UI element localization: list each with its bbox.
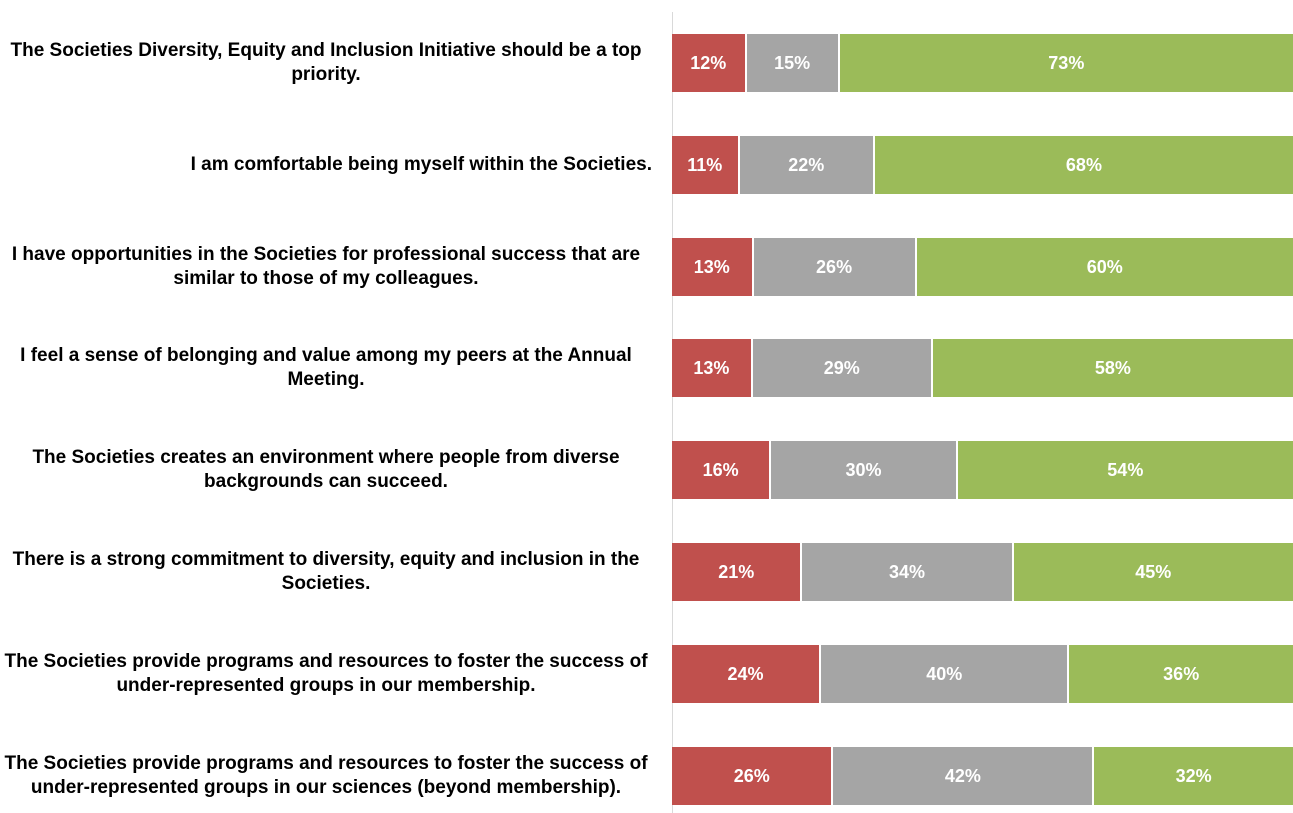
category-label: I have opportunities in the Societies fo… xyxy=(11,244,641,289)
category-label-container: There is a strong commitment to diversit… xyxy=(0,543,652,601)
disagree-segment: 12% xyxy=(672,34,747,92)
category-label: The Societies creates an environment whe… xyxy=(32,447,620,492)
data-label: 32% xyxy=(1175,765,1212,786)
data-label: 40% xyxy=(926,663,963,684)
neutral-segment: 40% xyxy=(821,645,1070,703)
data-label: 68% xyxy=(1065,154,1102,175)
disagree-segment: 16% xyxy=(672,441,772,499)
data-label: 42% xyxy=(944,765,981,786)
data-label: 36% xyxy=(1163,663,1200,684)
stacked-bar: 21% 34% 45% xyxy=(672,543,1293,601)
chart-row: The Societies creates an environment whe… xyxy=(0,441,1293,499)
agree-segment: 68% xyxy=(874,136,1293,194)
category-label-container: The Societies provide programs and resou… xyxy=(0,645,652,703)
category-label: The Societies provide programs and resou… xyxy=(4,651,648,696)
data-label: 12% xyxy=(690,52,727,73)
data-label: 60% xyxy=(1086,256,1123,277)
data-label: 58% xyxy=(1094,357,1131,378)
disagree-segment: 11% xyxy=(672,136,740,194)
data-label: 73% xyxy=(1048,52,1085,73)
neutral-segment: 15% xyxy=(746,34,840,92)
disagree-segment: 26% xyxy=(672,747,834,805)
chart-row: I am comfortable being myself within the… xyxy=(0,136,1293,194)
disagree-segment: 13% xyxy=(672,238,754,296)
data-label: 21% xyxy=(718,561,755,582)
category-label-container: The Societies creates an environment whe… xyxy=(0,441,652,499)
data-label: 24% xyxy=(727,663,764,684)
stacked-bar: 11% 22% 68% xyxy=(672,136,1293,194)
data-label: 45% xyxy=(1135,561,1172,582)
data-label: 16% xyxy=(702,459,739,480)
agree-segment: 73% xyxy=(839,34,1293,92)
neutral-segment: 42% xyxy=(833,747,1095,805)
data-label: 11% xyxy=(687,154,723,175)
category-label: The Societies Diversity, Equity and Incl… xyxy=(10,40,642,85)
chart-row: There is a strong commitment to diversit… xyxy=(0,543,1293,601)
agree-segment: 32% xyxy=(1094,747,1293,805)
category-label-container: The Societies Diversity, Equity and Incl… xyxy=(0,34,652,92)
data-label: 13% xyxy=(693,256,730,277)
category-label: I am comfortable being myself within the… xyxy=(190,154,652,175)
stacked-bar: 26% 42% 32% xyxy=(672,747,1293,805)
category-label-container: I have opportunities in the Societies fo… xyxy=(0,238,652,296)
data-label: 54% xyxy=(1107,459,1144,480)
category-axis-line xyxy=(672,12,673,813)
category-label-container: The Societies provide programs and resou… xyxy=(0,747,652,805)
category-label: I feel a sense of belonging and value am… xyxy=(20,345,632,390)
category-label-container: I am comfortable being myself within the… xyxy=(0,136,652,194)
agree-segment: 36% xyxy=(1069,645,1293,703)
disagree-segment: 21% xyxy=(672,543,803,601)
stacked-bar: 12% 15% 73% xyxy=(672,34,1293,92)
data-label: 26% xyxy=(733,765,770,786)
data-label: 15% xyxy=(774,52,811,73)
neutral-segment: 29% xyxy=(752,339,933,397)
disagree-segment: 24% xyxy=(672,645,822,703)
neutral-segment: 22% xyxy=(739,136,875,194)
chart-row: The Societies provide programs and resou… xyxy=(0,645,1293,703)
neutral-segment: 30% xyxy=(771,441,958,499)
data-label: 26% xyxy=(816,256,853,277)
stacked-bar: 13% 29% 58% xyxy=(672,339,1293,397)
data-label: 34% xyxy=(888,561,925,582)
data-label: 22% xyxy=(788,154,825,175)
category-label-container: I feel a sense of belonging and value am… xyxy=(0,339,652,397)
neutral-segment: 34% xyxy=(802,543,1014,601)
stacked-bar: 24% 40% 36% xyxy=(672,645,1293,703)
chart-row: The Societies provide programs and resou… xyxy=(0,747,1293,805)
data-label: 30% xyxy=(845,459,882,480)
data-label: 29% xyxy=(823,357,860,378)
category-label: The Societies provide programs and resou… xyxy=(4,753,648,798)
chart-row: I feel a sense of belonging and value am… xyxy=(0,339,1293,397)
disagree-segment: 13% xyxy=(672,339,753,397)
stacked-bar: 13% 26% 60% xyxy=(672,238,1293,296)
agree-segment: 60% xyxy=(916,238,1293,296)
category-label: There is a strong commitment to diversit… xyxy=(12,549,640,594)
agree-segment: 58% xyxy=(932,339,1293,397)
neutral-segment: 26% xyxy=(753,238,917,296)
data-label: 13% xyxy=(693,357,730,378)
chart-row: The Societies Diversity, Equity and Incl… xyxy=(0,34,1293,92)
chart-row: I have opportunities in the Societies fo… xyxy=(0,238,1293,296)
stacked-bar: 16% 30% 54% xyxy=(672,441,1293,499)
agree-segment: 54% xyxy=(957,441,1293,499)
agree-segment: 45% xyxy=(1013,543,1293,601)
